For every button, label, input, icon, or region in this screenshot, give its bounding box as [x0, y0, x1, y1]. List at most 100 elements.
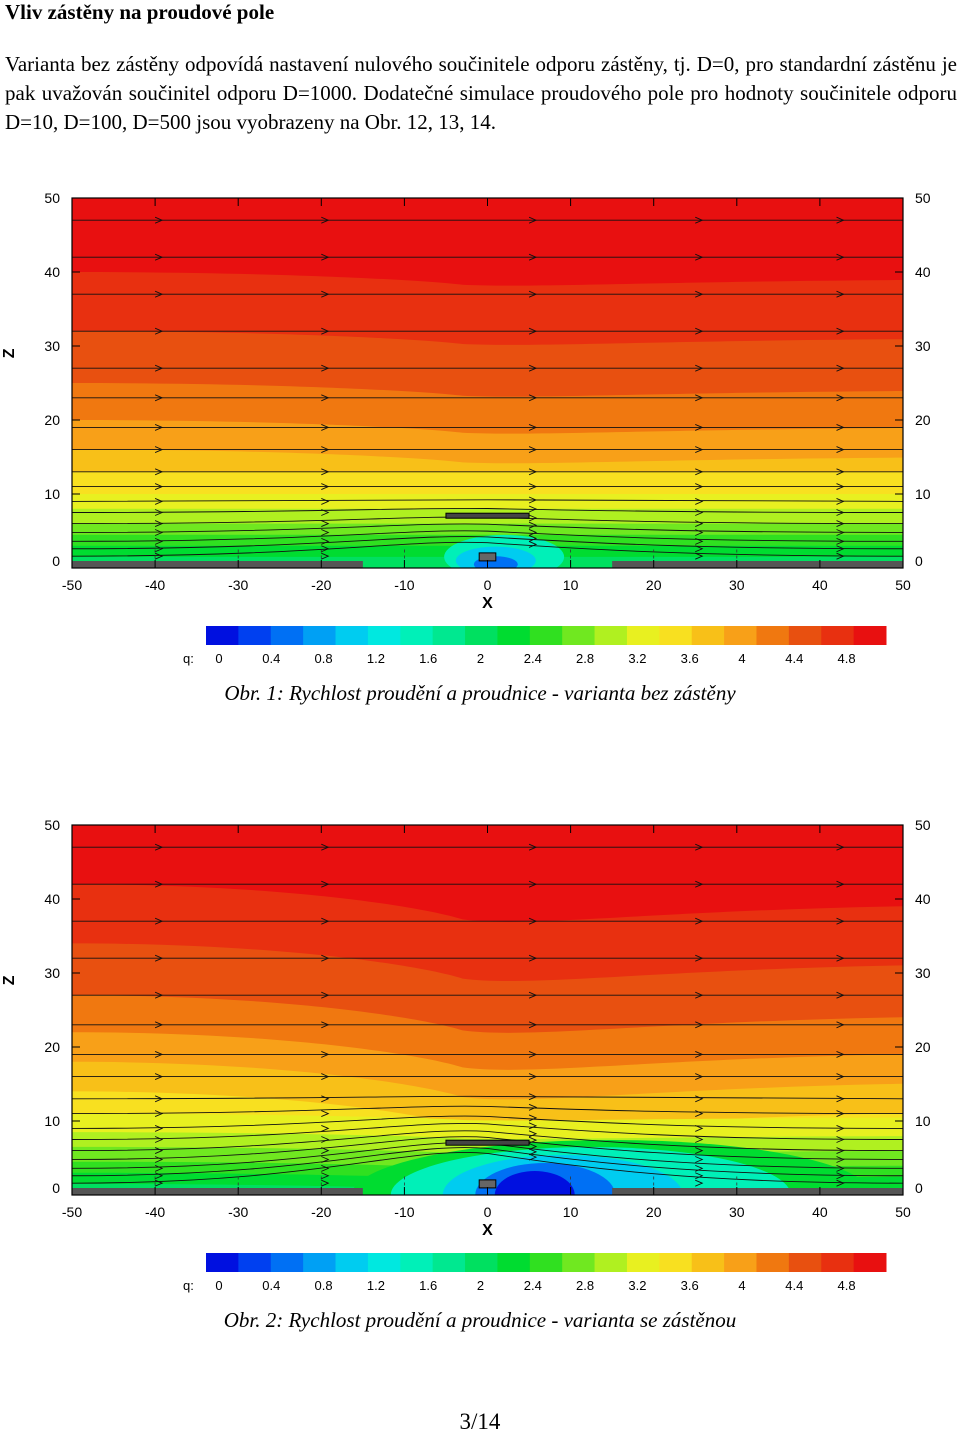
colorbar-swatch: [788, 626, 822, 645]
colorbar-label: q:: [183, 1278, 194, 1293]
z-tick-label-left: 50: [44, 190, 60, 206]
colorbar-swatch: [400, 626, 434, 645]
colorbar-tick-label: 2.8: [576, 1278, 594, 1293]
colorbar-swatch: [367, 626, 401, 645]
colorbar-swatch: [529, 1253, 563, 1272]
colorbar-swatch: [335, 626, 369, 645]
colorbar-swatch: [562, 626, 596, 645]
colorbar-swatch: [724, 1253, 757, 1272]
colorbar-swatch: [659, 1253, 693, 1272]
colorbar-swatch: [724, 626, 757, 645]
z-tick-label-right: 30: [915, 965, 931, 981]
colorbar-tick-label: 0: [215, 1278, 222, 1293]
x-tick-label: 10: [563, 577, 579, 593]
colorbar-swatch: [562, 1253, 596, 1272]
colorbar-tick-label: 0.8: [315, 651, 333, 666]
z-tick-label-right: 0: [915, 553, 923, 569]
colorbar-swatch: [238, 1253, 272, 1272]
colorbar-swatch: [594, 1253, 628, 1272]
z-tick-label-right: 0: [915, 1180, 923, 1196]
colorbar-swatch: [756, 1253, 790, 1272]
colorbar-swatch: [335, 1253, 369, 1272]
x-tick-label: 0: [484, 577, 492, 593]
colorbar-swatch: [788, 1253, 822, 1272]
x-tick-label: 50: [895, 577, 911, 593]
x-axis-title: X: [482, 595, 493, 612]
z-tick-label-right: 20: [915, 1039, 931, 1055]
colorbar-swatch: [206, 1253, 239, 1272]
colorbar-swatch: [270, 1253, 304, 1272]
z-tick-label-left: 30: [44, 338, 60, 354]
x-tick-label: 40: [812, 1204, 828, 1220]
x-tick-label: 50: [895, 1204, 911, 1220]
colorbar-swatch: [821, 626, 855, 645]
x-tick-label: -20: [311, 1204, 331, 1220]
intro-paragraph: Varianta bez zástěny odpovídá nastavení …: [5, 52, 957, 134]
z-tick-label-left: 30: [44, 965, 60, 981]
x-tick-label: 20: [646, 1204, 662, 1220]
x-tick-label: -10: [394, 577, 414, 593]
colorbar-tick-label: 0: [215, 651, 222, 666]
colorbar-swatch: [853, 1253, 887, 1272]
figure-2: -50 -40 -30 -20 -10 0 10 20 30 40 50 0 0 10 10 20 20 30 30…: [0, 812, 960, 1334]
streamlines: [72, 843, 903, 1187]
colorbar-tick-label: 2.4: [524, 1278, 542, 1293]
colorbar-swatch: [303, 626, 337, 645]
z-axis-title: Z: [1, 348, 18, 358]
z-tick-label-right: 10: [915, 486, 931, 502]
colorbar-tick-label: 4.4: [785, 1278, 803, 1293]
z-tick-label-right: 20: [915, 412, 931, 428]
z-tick-label-right: 50: [915, 817, 931, 833]
section-heading: Vliv zástěny na proudové pole: [5, 0, 275, 24]
figure-1-caption: Obr. 1: Rychlost proudění a proudnice - …: [224, 681, 736, 705]
colorbar-swatch: [497, 626, 531, 645]
colorbar-swatch: [691, 626, 725, 645]
colorbar-tick-label: 4.8: [838, 1278, 856, 1293]
colorbar-swatch: [821, 1253, 855, 1272]
z-tick-label-right: 30: [915, 338, 931, 354]
z-tick-label-right: 50: [915, 190, 931, 206]
colorbar-tick-label: 2: [477, 1278, 484, 1293]
colorbar-tick-label: 3.6: [681, 1278, 699, 1293]
colorbar-tick-label: 3.2: [628, 651, 646, 666]
streamlines: [72, 216, 903, 560]
colorbar-tick-label: 1.6: [419, 1278, 437, 1293]
contour-field: [72, 825, 903, 1195]
colorbar-swatch: [238, 626, 272, 645]
x-tick-label: 30: [729, 577, 745, 593]
colorbar-tick-label: 1.6: [419, 651, 437, 666]
x-tick-label: 20: [646, 577, 662, 593]
z-tick-label-left: 20: [44, 412, 60, 428]
z-tick-label-right: 40: [915, 891, 931, 907]
colorbar-swatch: [432, 1253, 466, 1272]
page-number: 3/14: [459, 1409, 501, 1434]
colorbar-tick-label: 3.2: [628, 1278, 646, 1293]
contour-field: [72, 198, 903, 568]
colorbar-tick-label: 0.8: [315, 1278, 333, 1293]
z-tick-label-left: 0: [52, 1180, 60, 1196]
figure-1: -50 -40 -30 -20 -10 0 10 20 30 40 50 0 0 10 10 20 20 30 30…: [0, 185, 960, 705]
colorbar-swatch: [853, 626, 887, 645]
colorbar-swatch: [270, 626, 304, 645]
x-tick-label: -40: [145, 1204, 165, 1220]
colorbar-label: q:: [183, 651, 194, 666]
x-tick-label: -10: [394, 1204, 414, 1220]
colorbar-swatch: [594, 626, 628, 645]
z-tick-label-left: 10: [44, 486, 60, 502]
z-tick-label-left: 50: [44, 817, 60, 833]
colorbar-tick-label: 0.4: [262, 1278, 280, 1293]
colorbar-tick-label: 4: [738, 1278, 745, 1293]
z-tick-label-right: 40: [915, 264, 931, 280]
z-axis-title: Z: [1, 975, 18, 985]
colorbar-tick-label: 4: [738, 651, 745, 666]
colorbar-swatch: [659, 626, 693, 645]
x-tick-label: -50: [62, 577, 82, 593]
colorbar-swatch: [756, 626, 790, 645]
figure-2-caption: Obr. 2: Rychlost proudění a proudnice - …: [223, 1308, 737, 1332]
colorbar-swatch: [691, 1253, 725, 1272]
colorbar-swatch: [206, 626, 239, 645]
x-tick-label: -20: [311, 577, 331, 593]
x-tick-label: -40: [145, 577, 165, 593]
x-tick-label: 30: [729, 1204, 745, 1220]
